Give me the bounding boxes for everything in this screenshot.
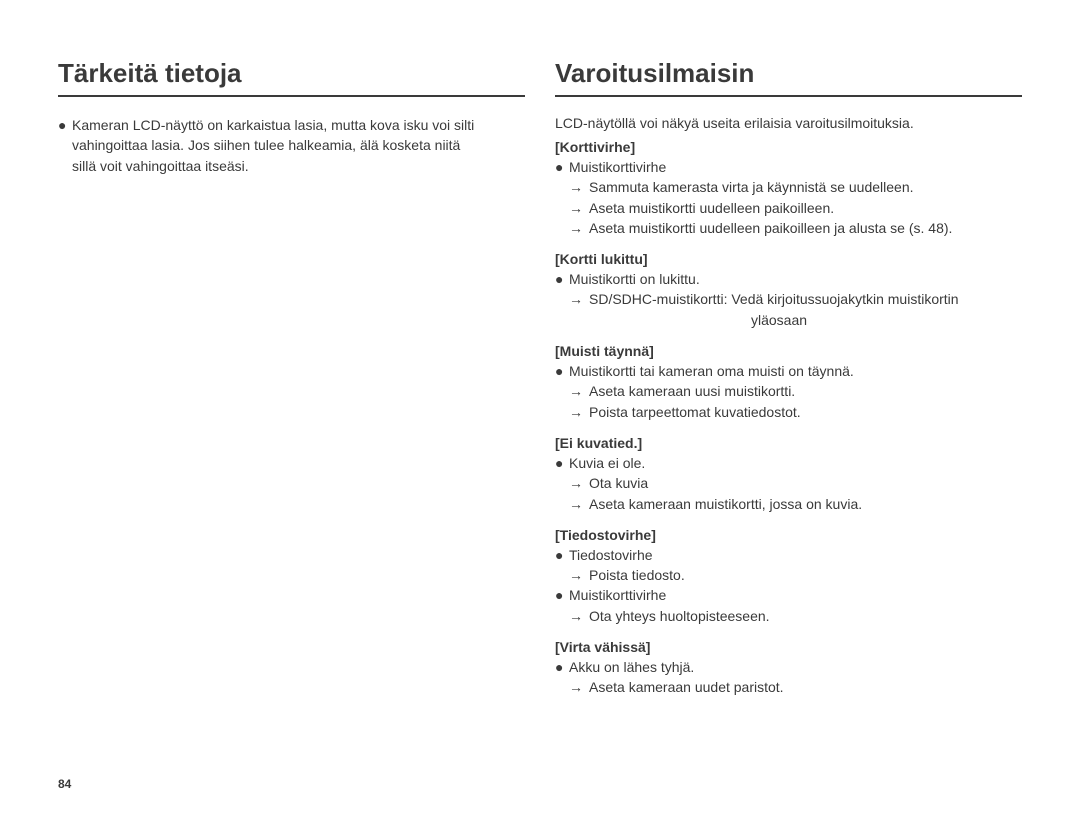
- left-para-line1: Kameran LCD-näyttö on karkaistua lasia, …: [72, 115, 474, 135]
- document-page: Tärkeitä tietoja ● Kameran LCD-näyttö on…: [0, 0, 1080, 815]
- bullet-icon: ●: [555, 269, 569, 289]
- list-item: → Aseta kameraan uusi muistikortti.: [555, 381, 1022, 401]
- arrow-icon: →: [569, 494, 589, 514]
- arrow-icon: →: [569, 677, 589, 697]
- text: Akku on lähes tyhjä.: [569, 657, 694, 677]
- left-body: ● Kameran LCD-näyttö on karkaistua lasia…: [58, 115, 525, 176]
- bullet-icon: ●: [555, 453, 569, 473]
- list-item: → Aseta kameraan uudet paristot.: [555, 677, 1022, 697]
- list-item: → Sammuta kamerasta virta ja käynnistä s…: [555, 177, 1022, 197]
- list-item: ● Muistikortti on lukittu.: [555, 269, 1022, 289]
- arrow-icon: →: [569, 218, 589, 238]
- text: Aseta muistikortti uudelleen paikoilleen…: [589, 218, 952, 238]
- list-item: ● Tiedostovirhe: [555, 545, 1022, 565]
- list-item: ● Akku on lähes tyhjä.: [555, 657, 1022, 677]
- arrow-icon: →: [569, 381, 589, 401]
- list-item: ● Kuvia ei ole.: [555, 453, 1022, 473]
- text: Aseta kameraan uusi muistikortti.: [589, 381, 795, 401]
- list-item: → Aseta kameraan muistikortti, jossa on …: [555, 494, 1022, 514]
- arrow-icon: →: [569, 606, 589, 626]
- left-para-line3: sillä voit vahingoittaa itseäsi.: [58, 156, 525, 176]
- list-item: → Aseta muistikortti uudelleen paikoille…: [555, 198, 1022, 218]
- section-title-korttivirhe: [Korttivirhe]: [555, 139, 1022, 155]
- section-title-virta-vahissa: [Virta vähissä]: [555, 639, 1022, 655]
- left-para-line2: vahingoittaa lasia. Jos siihen tulee hal…: [58, 135, 525, 155]
- list-item: → Ota kuvia: [555, 473, 1022, 493]
- left-heading: Tärkeitä tietoja: [58, 58, 525, 97]
- text: Aseta kameraan uudet paristot.: [589, 677, 784, 697]
- right-intro: LCD-näytöllä voi näkyä useita erilaisia …: [555, 115, 1022, 131]
- continuation-line: yläosaan: [555, 310, 1022, 330]
- list-item: ● Muistikorttivirhe: [555, 157, 1022, 177]
- text: Tiedostovirhe: [569, 545, 653, 565]
- arrow-icon: →: [569, 402, 589, 422]
- arrow-icon: →: [569, 289, 589, 309]
- section-title-muisti-taynna: [Muisti täynnä]: [555, 343, 1022, 359]
- text: Kuvia ei ole.: [569, 453, 645, 473]
- list-item: → Poista tiedosto.: [555, 565, 1022, 585]
- bullet-icon: ●: [555, 585, 569, 605]
- arrow-icon: →: [569, 198, 589, 218]
- text: Muistikorttivirhe: [569, 157, 666, 177]
- list-item: ● Muistikorttivirhe: [555, 585, 1022, 605]
- text: Muistikortti tai kameran oma muisti on t…: [569, 361, 854, 381]
- section-title-tiedostovirhe: [Tiedostovirhe]: [555, 527, 1022, 543]
- left-column: Tärkeitä tietoja ● Kameran LCD-näyttö on…: [58, 58, 525, 815]
- text: Poista tiedosto.: [589, 565, 685, 585]
- list-item: ● Muistikortti tai kameran oma muisti on…: [555, 361, 1022, 381]
- arrow-icon: →: [569, 565, 589, 585]
- bullet-icon: ●: [555, 361, 569, 381]
- text: Aseta kameraan muistikortti, jossa on ku…: [589, 494, 862, 514]
- section-title-kortti-lukittu: [Kortti lukittu]: [555, 251, 1022, 267]
- bullet-icon: ●: [555, 157, 569, 177]
- list-item: → Poista tarpeettomat kuvatiedostot.: [555, 402, 1022, 422]
- right-column: Varoitusilmaisin LCD-näytöllä voi näkyä …: [555, 58, 1022, 815]
- text: Ota kuvia: [589, 473, 648, 493]
- list-item: → Aseta muistikortti uudelleen paikoille…: [555, 218, 1022, 238]
- text: Aseta muistikortti uudelleen paikoilleen…: [589, 198, 834, 218]
- text: SD/SDHC-muistikortti: Vedä kirjoitussuoj…: [589, 289, 959, 309]
- text: Muistikorttivirhe: [569, 585, 666, 605]
- bullet-icon: ●: [555, 657, 569, 677]
- list-item: → Ota yhteys huoltopisteeseen.: [555, 606, 1022, 626]
- text: Poista tarpeettomat kuvatiedostot.: [589, 402, 801, 422]
- arrow-icon: →: [569, 177, 589, 197]
- section-title-ei-kuvatied: [Ei kuvatied.]: [555, 435, 1022, 451]
- arrow-icon: →: [569, 473, 589, 493]
- right-heading: Varoitusilmaisin: [555, 58, 1022, 97]
- list-item: → SD/SDHC-muistikortti: Vedä kirjoitussu…: [555, 289, 1022, 309]
- bullet-icon: ●: [58, 115, 72, 135]
- text: Muistikortti on lukittu.: [569, 269, 700, 289]
- bullet-icon: ●: [555, 545, 569, 565]
- text: Sammuta kamerasta virta ja käynnistä se …: [589, 177, 914, 197]
- page-number: 84: [58, 777, 71, 791]
- text: Ota yhteys huoltopisteeseen.: [589, 606, 770, 626]
- left-bullet-line: ● Kameran LCD-näyttö on karkaistua lasia…: [58, 115, 525, 135]
